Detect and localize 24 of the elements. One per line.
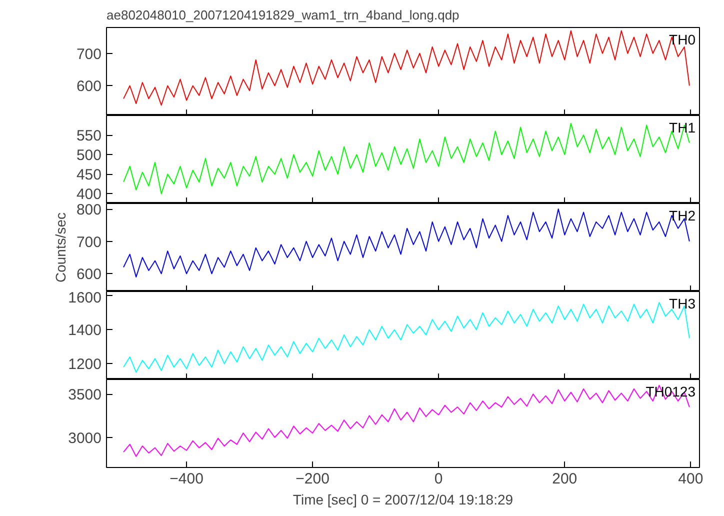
- y-tick-label: 600: [76, 78, 102, 96]
- y-tick-label: 550: [76, 128, 102, 145]
- y-axis-title: Counts/sec: [52, 212, 68, 283]
- x-tick-label: −200: [296, 470, 330, 488]
- series-label: TH2: [669, 208, 696, 224]
- x-tick-label: 0: [434, 470, 443, 488]
- y-tick-label: 500: [76, 147, 102, 164]
- series-label: TH3: [669, 296, 696, 312]
- y-tick-label: 1400: [68, 322, 102, 340]
- y-tick-label: 450: [76, 166, 102, 184]
- x-tick-label: 200: [552, 470, 578, 488]
- y-tick-label: 400: [76, 186, 102, 204]
- y-tick-label: 800: [76, 202, 102, 218]
- y-tick-label: 600: [76, 266, 102, 284]
- y-tick-label: 1600: [68, 290, 102, 306]
- x-tick-label: −400: [170, 470, 204, 488]
- chart-title: ae802048010_20071204191829_wam1_trn_4band_long.qdp: [106, 8, 460, 22]
- x-tick-label: 400: [678, 470, 704, 488]
- x-axis-title: Time [sec] 0 = 2007/12/04 19:18:29: [292, 492, 514, 508]
- y-tick-label: 1200: [68, 356, 102, 374]
- y-tick-label: 3500: [68, 386, 102, 404]
- y-tick-label: 700: [76, 234, 102, 251]
- y-tick-label: 3000: [68, 430, 102, 447]
- y-tick-label: 700: [76, 46, 102, 63]
